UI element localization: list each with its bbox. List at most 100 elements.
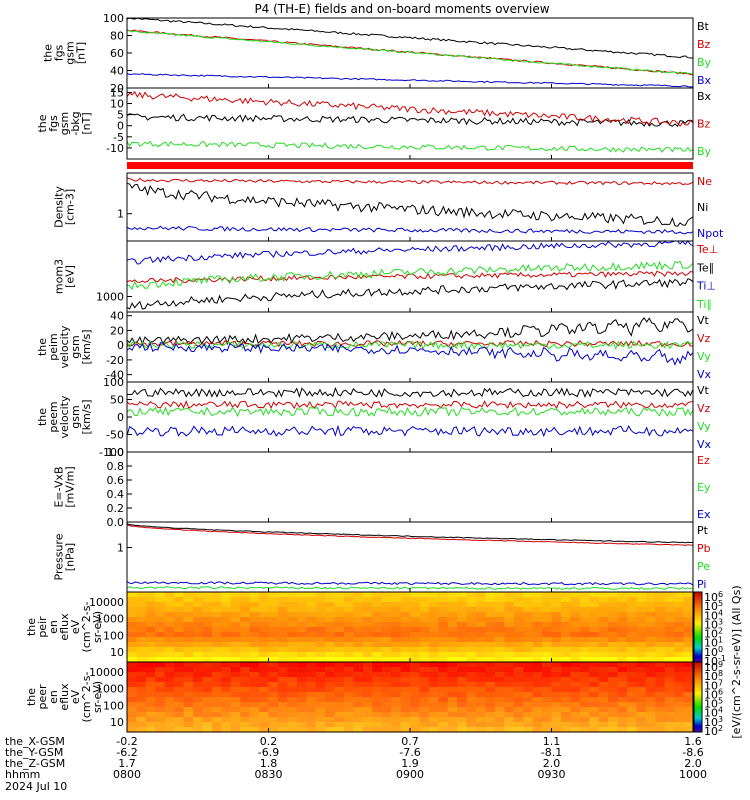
x-tick-label: 2.0 [543,757,561,770]
legend-label: Vt [697,314,710,327]
y-axis-label: Pressure [53,533,66,580]
legend-label: Npot [697,227,724,240]
y-axis-label: en [47,690,60,704]
x-tick-label: 1.7 [118,757,136,770]
density-panel: Density[cm-3] 1 Ne Ni Npot [53,172,724,242]
y-axis-label: fgs [53,44,66,61]
legend-label: Bx [697,90,712,103]
y-axis-label: (cm^2-s- [80,602,93,653]
y-tick-label: 0 [117,339,124,352]
x-tick-label: 0930 [538,768,566,781]
y-tick-label: 100 [103,629,124,642]
y-axis-label: eflux [58,683,71,711]
legend-label: Ni [697,201,708,214]
efield-panel: E=-VxB[mV/m] 1.00.80.60.40.20.0 Ez Ey Ex [53,446,711,529]
y-axis-label: E=-VxB [53,466,66,507]
colorbar [693,661,703,733]
legend-label: Pt [697,524,709,537]
y-axis-label: the [36,408,49,426]
series-line [126,177,694,186]
y-axis-label: peem [47,401,60,432]
colorbar-unit-label: [eV/(cm^2-s-sr-eV)] (All Qs) [730,585,743,738]
colorbar [693,591,703,663]
series-line [126,317,694,346]
legend-label: Ez [697,454,710,467]
y-tick-label: 1000 [96,291,124,304]
x-tick-label: 1000 [679,768,707,781]
y-axis-label: eflux [58,613,71,641]
y-tick-label: -5 [113,131,124,144]
y-axis-label: en [47,620,60,634]
plot-title: P4 (TH-E) fields and on-board moments ov… [254,2,549,16]
legend-label: Pb [697,542,711,555]
x-tick-label: 1.9 [401,757,419,770]
x-tick-label: 0.2 [260,735,278,748]
x-axis-row-label: the_Z-GSM [5,757,65,770]
legend-label: Bz [697,38,711,51]
series-line [126,406,694,418]
x-tick-label: -8.1 [541,746,562,759]
x-axis-labels: the_X-GSM -0.2 0.2 0.7 1.1 1.6 the_Y-GSM -6.2 -6… [5,735,707,793]
y-tick-label: 50 [110,394,124,407]
legend-label: Vz [697,332,711,345]
y-tick-label: -50 [106,429,124,442]
series-line [126,400,694,410]
panel-frame [126,311,694,383]
y-tick-label: 40 [110,65,124,78]
panel-frame [126,381,694,453]
y-tick-label: 20 [110,82,124,95]
y-axis-label: [cm-3] [64,189,77,225]
y-axis-label: gsm [69,335,82,358]
x-tick-label: 0830 [255,768,283,781]
series-line [126,90,694,127]
x-tick-label: 0900 [396,768,424,781]
y-tick-label: 60 [110,47,124,60]
y-tick-label: 40 [110,310,124,323]
y-tick-label: -20 [106,354,124,367]
y-tick-label: -10 [106,142,124,155]
panel-frame [126,87,694,160]
legend-label: Vt [697,384,710,397]
legend-label: Vx [697,368,712,381]
y-axis-label: eV [69,689,82,704]
y-axis-label: [km/s] [80,329,93,364]
y-tick-label: 0 [117,411,124,424]
y-tick-label: 0.6 [107,474,125,487]
x-tick-label: -6.2 [116,746,137,759]
state-bar [127,162,693,169]
legend-label: Ex [697,508,711,521]
y-tick-label: 0.2 [107,502,125,515]
y-axis-label: gsm [69,405,82,428]
series-line [126,113,694,128]
legend-label: Ti∥ [696,298,712,311]
legend-label: Ne [697,175,712,188]
series-line [126,30,694,76]
x-tick-label: -0.2 [116,735,137,748]
legend-label: Bx [697,74,712,87]
y-axis-label: [eV] [64,265,77,288]
series-line [126,386,694,399]
x-tick-label: 2.0 [684,757,702,770]
legend-label: Vy [697,350,711,363]
y-axis-label: peim [47,333,60,361]
y-tick-label: 5 [117,109,124,122]
pressure-panel: Pressure[nPa] 1 Pt Pb Pe Pi [53,521,711,593]
legend-label: Ey [697,481,711,494]
legend-label: Pe [697,560,710,573]
x-axis-row-label: the_X-GSM [5,735,65,748]
legend-label: By [697,145,712,158]
y-tick-label: 10 [110,98,124,111]
series-line [126,340,694,351]
y-axis-label: the [42,44,55,62]
y-tick-label: 1000 [96,683,124,696]
series-line [126,580,694,586]
y-tick-label: 10000 [89,666,124,679]
y-axis-label: gsm [64,41,77,64]
y-axis-label: sr-eV) [91,611,104,643]
series-line [126,73,693,88]
